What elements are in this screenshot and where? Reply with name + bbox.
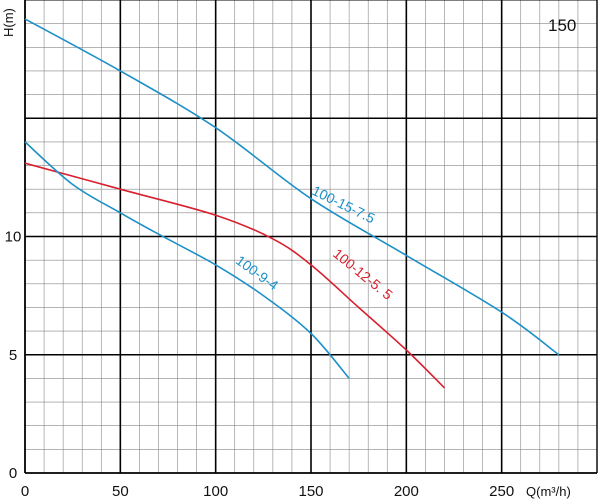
x-tick-label: 150 [298, 483, 323, 500]
y-axis-label: H(m) [1, 8, 16, 37]
series-line-100-15-7-5 [24, 18, 560, 356]
corner-label: 150 [548, 16, 576, 35]
x-axis-label: Q(m³/h) [526, 484, 571, 499]
x-tick-label: 0 [21, 483, 29, 500]
x-tick-label: 100 [203, 483, 228, 500]
major-grid [24, 0, 598, 474]
x-tick-label: 200 [394, 483, 419, 500]
series-label: 100-9-4 [233, 252, 282, 293]
y-tick-label: 10 [5, 229, 22, 246]
x-tick-label: 250 [489, 483, 514, 500]
series-line-100-9-4 [24, 141, 350, 379]
y-tick-label: 5 [9, 347, 17, 364]
tick-labels: 0 50 100 150 200 250 0 5 10 [5, 229, 515, 500]
y-tick-label: 0 [9, 465, 17, 482]
x-tick-label: 50 [112, 483, 129, 500]
series-label: 100-12-5. 5 [330, 245, 396, 303]
curves [24, 18, 560, 389]
series-line-100-12-5-5 [24, 162, 446, 389]
